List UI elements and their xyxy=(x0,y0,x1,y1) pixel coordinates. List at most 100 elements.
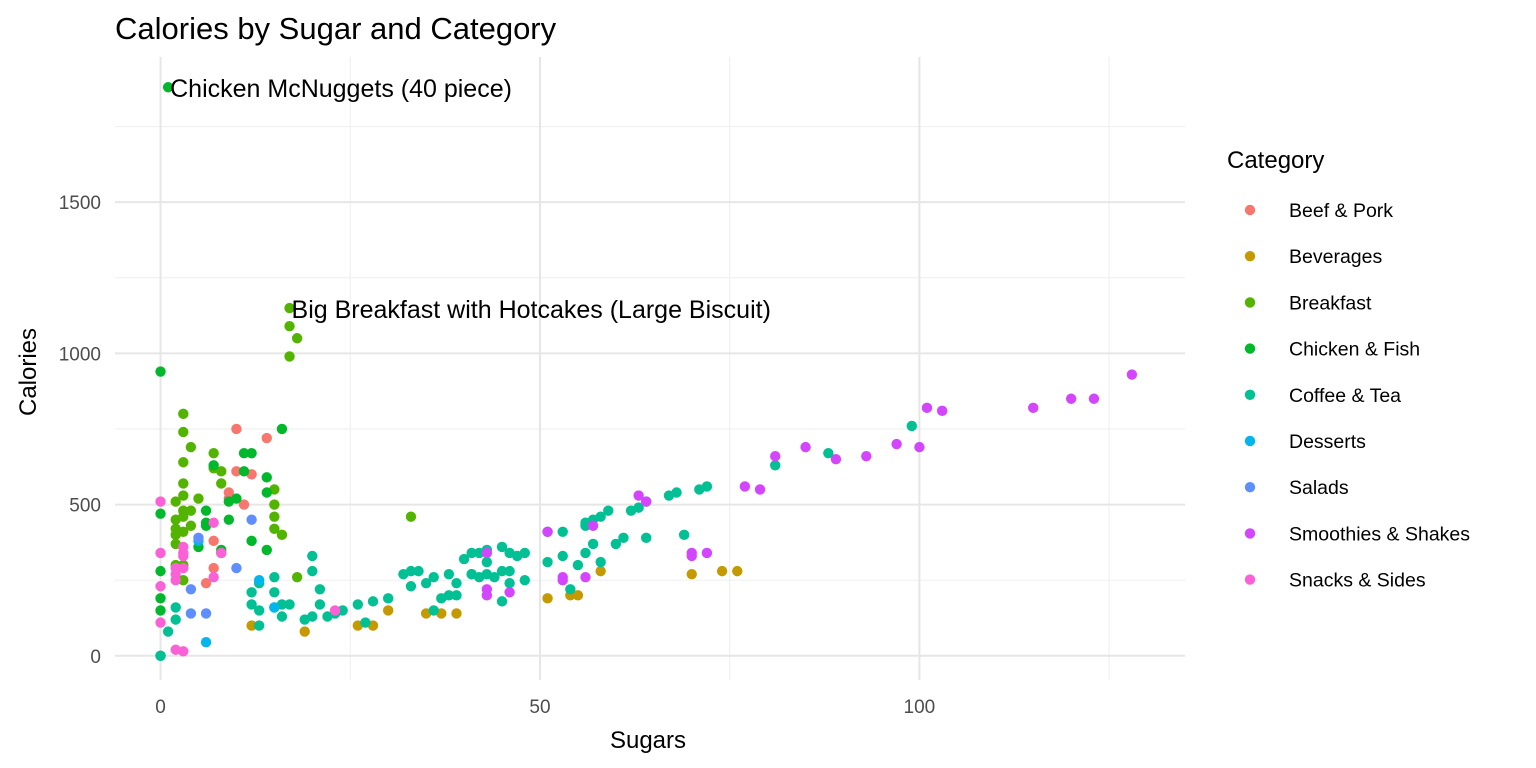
data-point xyxy=(466,547,477,559)
data-point xyxy=(261,544,272,556)
data-point xyxy=(284,599,295,610)
data-point xyxy=(261,487,272,498)
data-point xyxy=(253,574,265,586)
data-point xyxy=(633,490,644,501)
data-point xyxy=(216,466,227,477)
legend-key xyxy=(1244,343,1256,354)
data-point xyxy=(519,574,530,586)
annotations: Chicken McNuggets (40 piece) Big Breakfas… xyxy=(170,75,771,324)
data-point xyxy=(770,451,781,462)
legend-label: Beef & Pork xyxy=(1289,200,1393,222)
data-point xyxy=(428,571,439,583)
series-smoothies-shakes xyxy=(481,369,1138,601)
data-point xyxy=(185,441,197,453)
data-point xyxy=(770,460,781,471)
data-point xyxy=(216,478,227,489)
data-point xyxy=(458,553,470,565)
y-tick-label: 1000 xyxy=(59,344,101,365)
data-point xyxy=(284,351,295,362)
data-point xyxy=(238,466,250,477)
data-point xyxy=(284,302,295,314)
data-point xyxy=(405,511,417,522)
grid-lines xyxy=(115,57,1185,680)
data-point xyxy=(314,584,326,595)
data-point xyxy=(557,550,568,562)
data-point xyxy=(481,590,493,601)
legend-key xyxy=(1244,297,1256,308)
data-point xyxy=(504,578,515,589)
x-tick-label: 50 xyxy=(529,697,550,718)
data-point xyxy=(246,587,257,598)
data-point xyxy=(246,620,257,631)
data-point xyxy=(906,420,918,432)
data-point xyxy=(921,402,933,414)
data-point xyxy=(1028,402,1039,414)
data-point xyxy=(610,538,622,550)
y-tick-label: 500 xyxy=(69,496,101,517)
data-point xyxy=(269,523,280,534)
data-point xyxy=(671,487,682,498)
data-point xyxy=(587,538,599,550)
data-point xyxy=(542,556,553,568)
data-point xyxy=(200,636,212,648)
data-point xyxy=(443,568,455,580)
data-point xyxy=(398,568,409,580)
data-point xyxy=(231,423,242,435)
data-point xyxy=(565,584,576,595)
data-point xyxy=(155,565,166,577)
data-point xyxy=(170,574,181,586)
y-tick-label: 1500 xyxy=(59,193,101,214)
data-point xyxy=(496,565,508,577)
data-point xyxy=(716,565,728,577)
legend-label: Smoothies & Shakes xyxy=(1289,523,1470,545)
data-point xyxy=(572,559,584,571)
legend-item: Breakfast xyxy=(1244,292,1372,314)
data-point xyxy=(200,505,212,516)
data-point xyxy=(269,571,280,583)
data-point xyxy=(155,617,166,628)
data-point xyxy=(193,532,204,544)
data-point xyxy=(580,547,591,559)
data-point xyxy=(625,505,637,516)
data-point xyxy=(496,596,508,607)
legend-items: Beef & Pork Beverages Breakfast Chicken & F… xyxy=(1244,200,1470,592)
data-point xyxy=(678,529,690,541)
data-point xyxy=(557,526,568,538)
data-point xyxy=(830,454,842,465)
data-point xyxy=(823,447,834,459)
data-point xyxy=(170,529,181,541)
data-point xyxy=(572,590,584,601)
data-point xyxy=(595,565,606,577)
data-point xyxy=(155,593,166,604)
series-snacks-sides xyxy=(155,496,341,657)
data-point xyxy=(352,599,364,610)
legend-key xyxy=(1244,435,1256,447)
point-annotation: Chicken McNuggets (40 piece) xyxy=(170,75,512,103)
data-point xyxy=(208,447,219,459)
data-point xyxy=(800,441,811,453)
data-point xyxy=(208,571,219,583)
data-point xyxy=(451,590,462,601)
chart-title: Calories by Sugar and Category xyxy=(115,11,557,46)
legend-label: Coffee & Tea xyxy=(1289,385,1401,407)
data-point xyxy=(185,505,197,516)
data-point xyxy=(474,547,485,559)
data-point xyxy=(253,620,265,631)
data-point xyxy=(155,650,166,662)
data-point xyxy=(178,550,189,562)
legend: Category Beef & Pork Beverages Breakfast Ch… xyxy=(1227,147,1470,592)
legend-item: Beverages xyxy=(1244,246,1382,268)
legend-item: Salads xyxy=(1244,477,1349,499)
legend-item: Smoothies & Shakes xyxy=(1244,523,1470,545)
legend-label: Snacks & Sides xyxy=(1289,570,1426,592)
legend-label: Salads xyxy=(1289,477,1349,499)
data-point xyxy=(307,565,318,577)
data-point xyxy=(443,590,455,601)
legend-key xyxy=(1244,204,1256,216)
series-coffee-tea xyxy=(155,420,918,662)
data-point xyxy=(405,581,417,592)
data-point xyxy=(641,532,652,544)
data-point xyxy=(155,508,166,519)
data-point xyxy=(451,608,462,619)
series-chicken-fish xyxy=(155,82,288,662)
